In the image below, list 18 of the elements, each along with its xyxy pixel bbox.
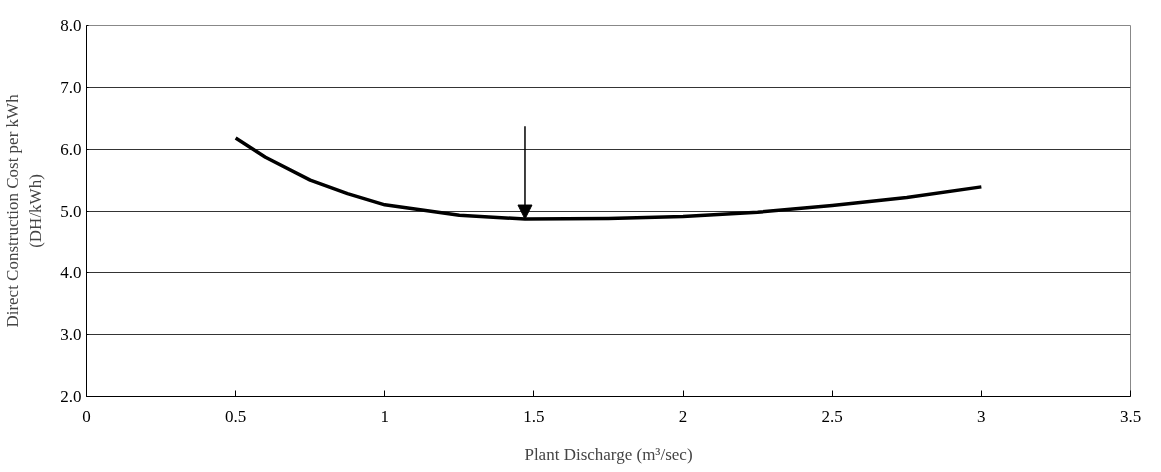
x-tick-label: 3 — [977, 406, 986, 426]
x-tick-label: 0 — [82, 406, 91, 426]
line-series — [233, 136, 984, 221]
x-axis-title: Plant Discharge (m³/sec) — [524, 444, 693, 464]
y-tick-label: 7.0 — [60, 77, 82, 97]
y-tick-label: 2.0 — [60, 387, 82, 406]
x-tick-label: 1 — [380, 406, 390, 426]
x-tick-label: 0.5 — [225, 406, 247, 426]
y-axis-title: Direct Construction Cost per kWh (DH/kWh) — [3, 93, 46, 328]
y-tick-label: 8.0 — [60, 16, 82, 35]
y-tick-label: 6.0 — [60, 139, 82, 159]
y-tick-label: 3.0 — [60, 325, 82, 345]
y-tick-label: 4.0 — [60, 263, 82, 283]
x-tick-label: 2 — [678, 406, 688, 426]
x-tick-label: 3.5 — [1119, 406, 1142, 426]
y-tick-label: 5.0 — [60, 201, 82, 221]
x-tick-label: 1.5 — [523, 406, 545, 426]
x-tick-label: 2.5 — [821, 406, 843, 426]
